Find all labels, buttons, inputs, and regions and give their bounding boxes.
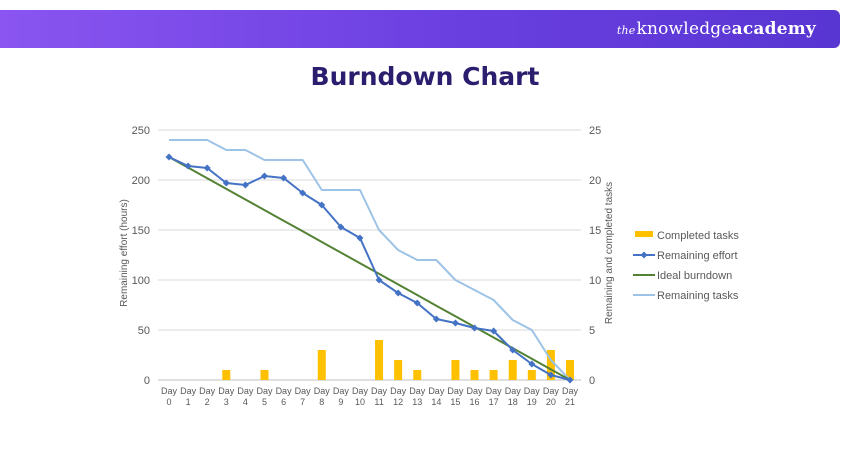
right-axis-ticks: 0 5 10 15 20 25 [589, 125, 601, 387]
left-axis-label: Remaining effort (hours) [119, 199, 130, 307]
legend-label-remaining-effort: Remaining effort [657, 250, 738, 262]
x-tick-label: Day 3 [218, 386, 235, 407]
right-tick-label: 5 [589, 325, 595, 337]
point-remaining-effort-day-14 [432, 315, 440, 323]
point-remaining-effort-day-20 [547, 371, 555, 379]
x-tick-label: Day 4 [237, 386, 254, 407]
x-tick-label: Day 0 [161, 386, 178, 407]
right-tick-label: 15 [589, 225, 601, 237]
point-remaining-effort-day-9 [337, 223, 345, 231]
x-tick-label: Day 19 [524, 386, 541, 407]
x-tick-label: Day 12 [390, 386, 407, 407]
legend-label-completed-tasks: Completed tasks [657, 230, 739, 242]
bar-day-13 [413, 370, 422, 380]
point-remaining-effort-day-21 [566, 376, 574, 384]
point-remaining-effort-day-0 [165, 153, 173, 161]
bar-day-17 [489, 370, 498, 380]
right-tick-label: 10 [589, 275, 601, 287]
x-tick-label: Day 10 [352, 386, 369, 407]
point-remaining-effort-day-17 [490, 327, 498, 335]
bar-day-16 [470, 370, 479, 380]
bar-day-18 [508, 360, 517, 380]
point-remaining-effort-day-10 [356, 234, 364, 242]
bar-day-11 [375, 340, 384, 380]
x-tick-label: Day 2 [199, 386, 216, 407]
right-axis-label: Remaining and completed tasks [604, 182, 615, 324]
x-tick-label: Day 8 [314, 386, 331, 407]
line-remaining-effort [168, 156, 571, 381]
line-remaining-tasks [169, 139, 571, 381]
left-axis-ticks: 0 50 100 150 200 250 [132, 125, 150, 387]
bar-day-15 [451, 360, 460, 380]
bar-day-21 [566, 360, 574, 380]
brand-academy: academy [731, 19, 816, 39]
x-tick-label: Day 17 [486, 386, 503, 407]
point-remaining-effort-day-7 [299, 189, 307, 197]
right-tick-label: 25 [589, 125, 601, 137]
legend-swatch-completed-tasks [635, 231, 653, 237]
line-series [165, 139, 574, 384]
x-tick-label: Day 6 [276, 386, 293, 407]
point-remaining-effort-day-12 [394, 289, 402, 297]
x-tick-label: Day 20 [543, 386, 560, 407]
point-remaining-effort-day-3 [222, 179, 230, 187]
bar-series-completed-tasks [222, 340, 574, 380]
x-tick-label: Day 1 [180, 386, 197, 407]
left-tick-label: 100 [132, 275, 150, 287]
right-tick-label: 20 [589, 175, 601, 187]
brand-logo[interactable]: theknowledgeacademy [617, 19, 816, 39]
point-remaining-effort-day-1 [184, 162, 192, 170]
point-remaining-effort-day-19 [528, 360, 536, 368]
x-tick-label: Day 7 [295, 386, 312, 407]
point-remaining-effort-day-18 [509, 346, 517, 354]
brand-the: the [616, 24, 636, 37]
point-remaining-effort-day-2 [203, 164, 211, 172]
point-remaining-effort-day-16 [471, 324, 479, 332]
point-remaining-effort-day-13 [413, 299, 421, 307]
bar-day-20 [546, 350, 555, 380]
x-tick-label: Day 14 [428, 386, 445, 407]
x-tick-label: Day 15 [447, 386, 464, 407]
bar-day-3 [222, 370, 231, 380]
point-remaining-effort-day-5 [260, 172, 268, 180]
legend-marker-remaining-effort [640, 251, 648, 259]
line-ideal-burndown [168, 156, 571, 381]
left-tick-label: 250 [132, 125, 150, 137]
legend-label-remaining-tasks: Remaining tasks [657, 290, 739, 302]
point-remaining-effort-day-6 [280, 174, 288, 182]
bar-day-12 [394, 360, 403, 380]
left-tick-label: 150 [132, 225, 150, 237]
left-tick-label: 200 [132, 175, 150, 187]
legend-label-ideal-burndown: Ideal burndown [657, 270, 732, 282]
x-tick-label: Day 13 [409, 386, 426, 407]
x-tick-label: Day 5 [256, 386, 273, 407]
chart-title: Burndown Chart [310, 62, 540, 91]
point-remaining-effort-day-15 [451, 319, 459, 327]
x-tick-label: Day 11 [371, 386, 388, 407]
bar-day-8 [317, 350, 326, 380]
brand-knowledge: knowledge [636, 19, 732, 39]
point-remaining-effort-day-8 [318, 201, 326, 209]
point-remaining-effort-day-4 [241, 181, 249, 189]
point-remaining-effort-day-11 [375, 276, 383, 284]
left-tick-label: 50 [138, 325, 150, 337]
x-tick-label: Day 16 [467, 386, 484, 407]
bar-day-19 [527, 370, 536, 380]
left-tick-label: 0 [144, 375, 150, 387]
right-tick-label: 0 [589, 375, 595, 387]
x-tick-label: Day 21 [562, 386, 579, 407]
x-tick-label: Day 9 [333, 386, 350, 407]
grid-lines [158, 129, 581, 381]
header-banner: theknowledgeacademy [0, 10, 840, 48]
bar-day-5 [260, 370, 269, 380]
chart-legend: Completed tasks Remaining effort Ideal bur… [633, 230, 739, 302]
x-tick-label: Day 18 [505, 386, 522, 407]
